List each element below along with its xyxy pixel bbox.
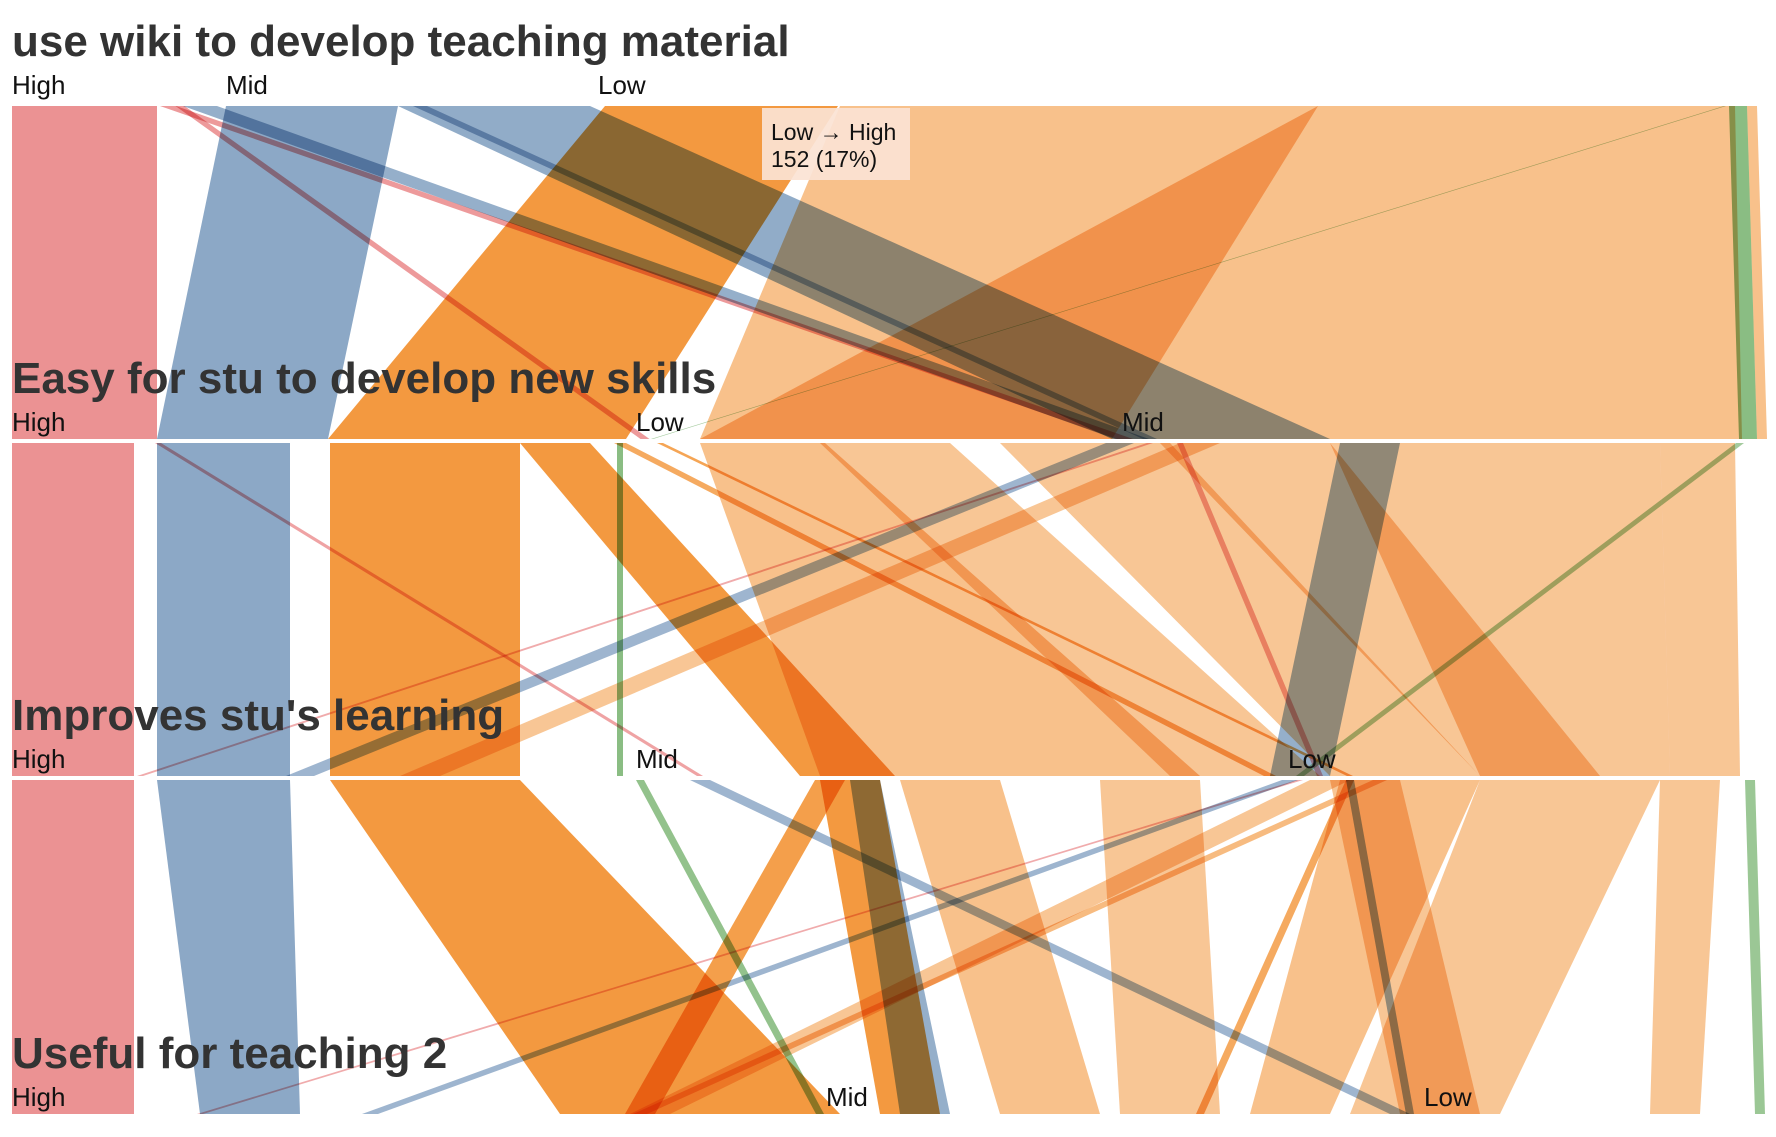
ribbon-24[interactable] xyxy=(157,780,300,1114)
ribbon-40[interactable] xyxy=(197,780,1303,1114)
cat-label-d3-high: High xyxy=(12,744,65,774)
ribbon-low-high-3[interactable] xyxy=(330,780,840,1114)
ribbon-37[interactable] xyxy=(636,780,824,1114)
ribbon-22[interactable] xyxy=(155,443,703,776)
cat-label-d2-low: Low xyxy=(636,407,684,437)
ribbon-41[interactable] xyxy=(633,780,1387,1114)
ribbon-high-high-3[interactable] xyxy=(330,443,520,776)
ribbons-layer xyxy=(12,106,1767,1114)
ribbon-39[interactable] xyxy=(362,780,1298,1114)
category-labels: High Mid Low High Low Mid High Mid Low H… xyxy=(12,70,1472,1112)
ribbon-low-to-high[interactable] xyxy=(328,106,838,439)
ribbon-38[interactable] xyxy=(690,780,1410,1114)
dimension-titles: use wiki to develop teaching material Ea… xyxy=(12,17,790,1078)
dimension-title-4: Useful for teaching 2 xyxy=(12,1029,447,1078)
ribbon-high-high-3[interactable] xyxy=(12,780,134,1114)
cat-label-d3-mid: Mid xyxy=(636,744,678,774)
ribbon-18[interactable] xyxy=(657,443,1353,776)
ribbon-3[interactable] xyxy=(175,106,650,439)
ribbon-33[interactable] xyxy=(625,780,845,1114)
ribbon-6[interactable] xyxy=(1747,106,1767,439)
cat-label-d3-low: Low xyxy=(1288,744,1336,774)
ribbon-mid-high-2[interactable] xyxy=(157,443,290,776)
ribbon-30[interactable] xyxy=(1650,780,1720,1114)
ribbon-20[interactable] xyxy=(617,443,623,776)
cat-label-d4-mid: Mid xyxy=(826,1082,868,1112)
ribbon-10[interactable] xyxy=(1000,443,1480,776)
ribbon-high-to-high[interactable] xyxy=(12,106,157,439)
ribbon-36[interactable] xyxy=(1346,780,1414,1114)
ribbon-34[interactable] xyxy=(630,780,1350,1114)
cat-label-d1-low: Low xyxy=(598,70,646,100)
hover-tooltip: Low → High 152 (17%) xyxy=(762,108,910,180)
cat-label-d4-high: High xyxy=(12,1082,65,1112)
ribbon-42[interactable] xyxy=(1745,780,1765,1114)
cat-label-d2-high: High xyxy=(12,407,65,437)
cat-label-d1-high: High xyxy=(12,70,65,100)
ribbon-35[interactable] xyxy=(1196,780,1354,1114)
ribbon-high-high-2[interactable] xyxy=(12,443,134,776)
ribbon-2[interactable] xyxy=(183,106,1149,439)
cat-label-d1-mid: Mid xyxy=(226,70,268,100)
ribbon-5[interactable] xyxy=(1729,106,1757,439)
ribbon-19[interactable] xyxy=(137,443,1153,776)
cat-label-d4-low: Low xyxy=(1424,1082,1472,1112)
ribbon-7[interactable] xyxy=(651,106,1726,439)
tooltip-value-text: 152 (17%) xyxy=(771,146,877,172)
ribbon-mid-to-high[interactable] xyxy=(157,106,398,439)
ribbon-17[interactable] xyxy=(614,443,1276,776)
dimension-title-3: Improves stu's learning xyxy=(12,691,504,740)
ribbon-4[interactable] xyxy=(413,106,1157,439)
ribbon-low-to-low-wide[interactable] xyxy=(700,106,1318,439)
ribbon-12[interactable] xyxy=(1330,443,1670,776)
ribbon-15[interactable] xyxy=(286,443,1134,776)
ribbon-16[interactable] xyxy=(400,443,1220,776)
tooltip-path-text: Low → High xyxy=(771,119,896,145)
ribbon-9[interactable] xyxy=(820,443,1320,776)
dimension-title-2: Easy for stu to develop new skills xyxy=(12,354,716,403)
tooltip-background xyxy=(762,108,910,180)
ribbon-14[interactable] xyxy=(1270,443,1400,776)
ribbon-13[interactable] xyxy=(1660,443,1740,776)
ribbon-23[interactable] xyxy=(1177,443,1323,776)
ribbon-21[interactable] xyxy=(1296,443,1744,776)
dimension-title-1: use wiki to develop teaching material xyxy=(12,17,790,66)
cat-label-d2-mid: Mid xyxy=(1122,407,1164,437)
